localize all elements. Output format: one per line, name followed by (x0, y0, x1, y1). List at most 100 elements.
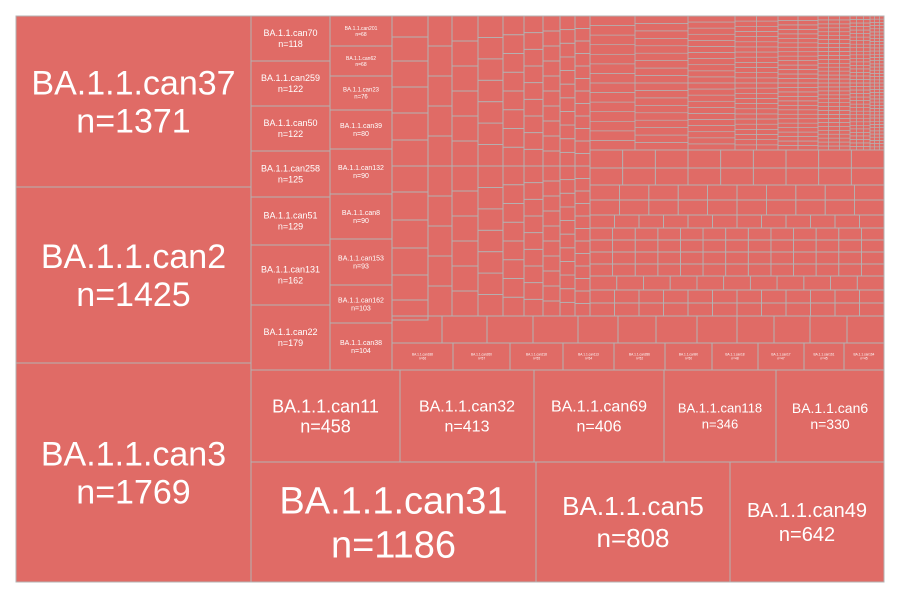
tile-label-name: BA.1.1.can162 (338, 297, 384, 304)
tile-label-count: n=47 (777, 357, 784, 361)
treemap-tile-small (803, 342, 845, 371)
tile-label-count: n=90 (353, 173, 369, 180)
tile-label-count: n=76 (354, 95, 368, 101)
tile-label-count: n=330 (810, 416, 850, 432)
small-tiles-mesh (391, 15, 885, 344)
tile-label-name: BA.1.1.can31 (279, 480, 507, 522)
treemap-tile (250, 105, 331, 152)
tile-label-count: n=50 (685, 357, 692, 361)
tile-label-count: n=122 (278, 84, 303, 94)
tile-label-count: n=68 (355, 62, 366, 68)
treemap-tile (535, 461, 731, 583)
tile-label-name: BA.1.1.can5 (562, 491, 704, 521)
treemap-tile (729, 461, 885, 583)
tile-label-count: n=406 (577, 419, 622, 436)
treemap-tile (329, 45, 393, 77)
tile-label-name: BA.1.1.can11 (272, 396, 379, 416)
tile-label-count: n=57 (478, 357, 485, 361)
tile-label-name: BA.1.1.can50 (263, 118, 317, 128)
tile-label-name: BA.1.1.can32 (419, 399, 515, 416)
treemap-tile (775, 369, 885, 463)
tile-label-count: n=1371 (76, 102, 190, 140)
treemap-tile (15, 362, 252, 583)
tile-label-name: BA.1.1.can218 (526, 353, 547, 357)
tile-label-name: BA.1.1.can164 (854, 353, 875, 357)
tile-label-name: BA.1.1.can51 (263, 211, 317, 221)
treemap-tile (329, 284, 393, 324)
tile-label-name: BA.1.1.can22 (263, 327, 317, 337)
tile-label-count: n=129 (278, 222, 303, 232)
tile-label-count: n=642 (779, 524, 835, 546)
tile-label-name: BA.1.1.can38 (340, 340, 382, 347)
treemap-tile-small (391, 342, 454, 371)
treemap-tile (329, 193, 393, 240)
tiles-layer (15, 15, 885, 583)
tile-label-name: BA.1.1.can70 (263, 28, 317, 38)
treemap-tile (15, 15, 252, 188)
tile-label-count: n=413 (445, 419, 490, 436)
tile-label-name: BA.1.1.can18 (725, 353, 744, 357)
tile-label-count: n=104 (351, 348, 371, 355)
tile-label-count: n=48 (731, 357, 738, 361)
tile-label-name: BA.1.1.can132 (338, 165, 384, 172)
tile-label-name: BA.1.1.can113 (578, 353, 599, 357)
tile-label-count: n=55 (533, 357, 540, 361)
tile-label-name: BA.1.1.can131 (261, 265, 320, 275)
tile-label-name: BA.1.1.can49 (747, 500, 867, 522)
tile-label-name: BA.1.1.can161 (814, 353, 835, 357)
tile-label-count: n=103 (351, 305, 371, 312)
tile-label-count: n=66 (419, 357, 426, 361)
tile-label-name: BA.1.1.can201 (345, 26, 378, 32)
tile-label-name: BA.1.1.can23 (343, 88, 380, 94)
tile-label-count: n=45 (860, 357, 867, 361)
tile-label-count: n=93 (353, 263, 369, 270)
tile-label-name: BA.1.1.can259 (261, 73, 320, 83)
treemap-tile (399, 369, 535, 463)
treemap-tile (250, 304, 331, 371)
tile-label-count: n=1425 (76, 276, 190, 314)
tile-label-name: BA.1.1.can17 (771, 353, 790, 357)
tile-label-count: n=458 (300, 416, 351, 436)
treemap-tile-small (452, 342, 511, 371)
tile-label-name: BA.1.1.can6 (792, 400, 868, 416)
tile-label-name: BA.1.1.can2 (41, 238, 226, 276)
tile-label-count: n=122 (278, 129, 303, 139)
mesh-background (391, 15, 885, 344)
tile-label-name: BA.1.1.can153 (338, 255, 384, 262)
tile-label-name: BA.1.1.can286 (629, 353, 650, 357)
tile-label-count: n=90 (353, 218, 369, 225)
tile-label-name: BA.1.1.can3 (41, 435, 226, 473)
tile-label-name: BA.1.1.can39 (340, 123, 382, 130)
tile-label-count: n=54 (585, 357, 592, 361)
tile-label-name: BA.1.1.can62 (346, 56, 376, 62)
tile-label-count: n=68 (355, 32, 366, 38)
tile-label-name: BA.1.1.can260 (471, 353, 492, 357)
treemap-tile (533, 369, 665, 463)
treemap-tile (15, 186, 252, 364)
treemap-tile (329, 109, 393, 150)
tile-label-count: n=808 (596, 523, 669, 553)
mesh-tile (879, 146, 885, 151)
tile-label-name: BA.1.1.can118 (678, 401, 762, 416)
tile-label-name: BA.1.1.can69 (551, 399, 647, 416)
tile-label-count: n=125 (278, 175, 303, 185)
tile-label-count: n=346 (702, 417, 739, 432)
tile-label-name: BA.1.1.can90 (679, 353, 698, 357)
tile-label-count: n=179 (278, 338, 303, 348)
treemap-tile (329, 322, 393, 371)
tile-label-count: n=1186 (331, 524, 456, 566)
mesh-tile (859, 302, 885, 317)
tile-label-name: BA.1.1.can8 (342, 210, 380, 217)
tile-label-count: n=80 (353, 131, 369, 138)
treemap-tile (250, 369, 401, 463)
tile-label-count: n=52 (636, 357, 643, 361)
tile-label-count: n=1769 (76, 473, 190, 511)
tile-label-count: n=45 (820, 357, 827, 361)
treemap-tile (250, 196, 331, 246)
tile-label-count: n=162 (278, 276, 303, 286)
tile-label-name: BA.1.1.can188 (412, 353, 433, 357)
treemap-tile (329, 238, 393, 286)
treemap-tile-small (757, 342, 805, 371)
